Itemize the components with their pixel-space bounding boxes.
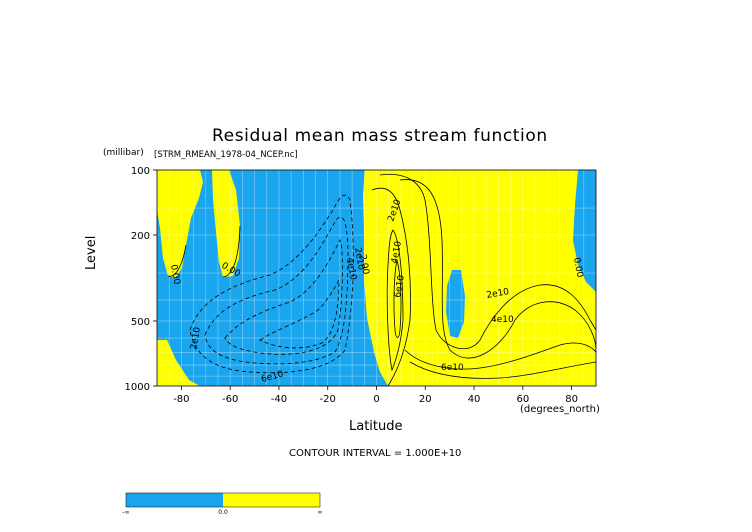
contour-line-neg-1	[189, 194, 354, 374]
contour-label-9: 2e10	[486, 287, 510, 301]
contour-line-pos-7	[409, 361, 596, 379]
contour-line-pos-6	[404, 342, 596, 370]
chart-title: Residual mean mass stream function	[212, 126, 548, 146]
x-tick-label: 40	[468, 394, 481, 405]
contour-line-pos-3	[386, 229, 404, 372]
positive-region-nh	[363, 170, 596, 386]
colorbar: -∞ 0.0 ∞	[122, 492, 323, 516]
contour-label-2: 2e10	[189, 326, 203, 350]
contour-lines	[167, 173, 596, 386]
x-tick-label: -80	[173, 394, 189, 405]
contour-label-8: 6e10	[393, 274, 407, 298]
x-tick-label: 20	[419, 394, 432, 405]
x-tick-label: 80	[565, 394, 578, 405]
positive-region-sfc	[157, 340, 200, 386]
x-tick-label: -20	[320, 394, 336, 405]
contour-line-zero-sp	[222, 225, 241, 278]
contour-interval-note: CONTOUR INTERVAL = 1.000E+10	[289, 448, 462, 459]
contour-line-zero-sh	[167, 244, 187, 277]
x-axis-ticks: -80 -60 -40 -20 0 20 40 60 80	[173, 386, 578, 405]
source-file-label: [STRM_RMEAN_1978-04_NCEP.nc]	[154, 150, 298, 160]
contour-line-pos-2	[379, 173, 596, 349]
y-tick-label: 1000	[125, 382, 150, 393]
y-axis-units: (millibar)	[103, 148, 144, 158]
y-tick-label: 200	[131, 231, 150, 242]
colorbar-frame	[125, 492, 321, 508]
colorbar-label-max: ∞	[318, 509, 323, 516]
y-axis-ticks: 100 200 500 1000	[125, 166, 157, 393]
contour-label-6: 2e10	[352, 247, 366, 271]
grid-lines	[157, 170, 596, 386]
colorbar-label-min: -∞	[122, 509, 129, 516]
negative-pocket	[446, 270, 465, 338]
colorbar-label-mid: 0.0	[218, 509, 228, 516]
y-tick-label: 500	[131, 317, 150, 328]
plot-area: 0.00 0.00 2e10 4e10 6e10 2e10 2e10 4e10 …	[157, 170, 596, 386]
contour-line-neg-4	[259, 278, 340, 349]
x-axis-units: (degrees_north)	[520, 404, 600, 415]
contour-label-10: 4e10	[491, 315, 514, 325]
x-axis-label: Latitude	[349, 419, 403, 434]
contour-label-0: 0.00	[168, 264, 181, 286]
contour-line-pos-1	[371, 187, 411, 386]
positive-region-southwest	[157, 170, 203, 278]
contour-label-3: 4e10	[344, 257, 358, 281]
x-tick-label: 60	[516, 394, 529, 405]
x-tick-label: -40	[271, 394, 287, 405]
positive-region-sp-spike	[212, 170, 240, 277]
x-tick-label: -60	[222, 394, 238, 405]
contour-line-neg-2	[204, 216, 349, 365]
contour-label-7: 4e10	[390, 240, 404, 264]
y-tick-label: 100	[131, 166, 150, 177]
contour-label-13: 2.00	[357, 254, 370, 276]
colorbar-negative-swatch	[126, 493, 223, 507]
contour-line-pos-5	[399, 179, 596, 359]
contour-label-11: 6e10	[441, 363, 464, 373]
contour-line-pos-4	[393, 259, 402, 338]
x-tick-label: 0	[373, 394, 379, 405]
contour-line-neg-3	[224, 239, 343, 355]
contour-label-12: 0.00	[571, 257, 584, 279]
colorbar-positive-swatch	[223, 493, 320, 507]
